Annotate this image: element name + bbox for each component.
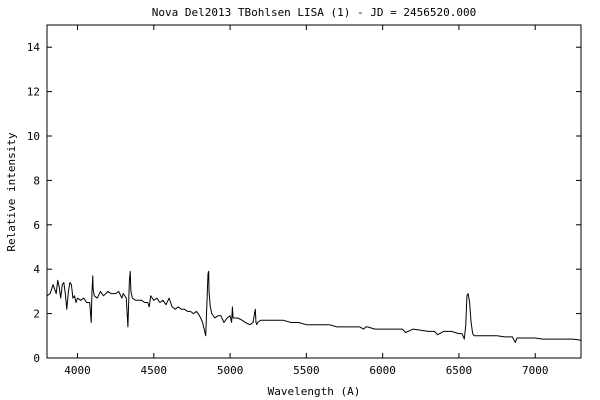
y-tick-label: 8 <box>33 174 40 187</box>
y-tick-label: 10 <box>27 130 40 143</box>
y-tick-label: 6 <box>33 219 40 232</box>
y-axis-ticks: 0 2 4 6 8 10 12 14 <box>27 41 581 365</box>
x-tick-label: 7000 <box>522 364 549 377</box>
spectrum-series-line <box>46 270 582 343</box>
x-tick-label: 6000 <box>369 364 396 377</box>
x-tick-label: 5500 <box>293 364 320 377</box>
x-tick-label: 4000 <box>64 364 91 377</box>
x-tick-label: 4500 <box>141 364 168 377</box>
y-tick-label: 4 <box>33 263 40 276</box>
x-axis-ticks: 4000 4500 5000 5500 6000 6500 7000 <box>64 25 548 377</box>
chart-title: Nova Del2013 TBohlsen LISA (1) - JD = 24… <box>152 6 477 19</box>
x-tick-label: 5000 <box>217 364 244 377</box>
y-axis-label: Relative intensity <box>5 132 18 252</box>
y-tick-label: 12 <box>27 86 40 99</box>
x-tick-label: 6500 <box>446 364 473 377</box>
y-tick-label: 2 <box>33 308 40 321</box>
y-tick-label: 14 <box>27 41 41 54</box>
y-tick-label: 0 <box>33 352 40 365</box>
x-axis-label: Wavelength (A) <box>268 385 361 398</box>
plot-frame <box>46 24 582 359</box>
